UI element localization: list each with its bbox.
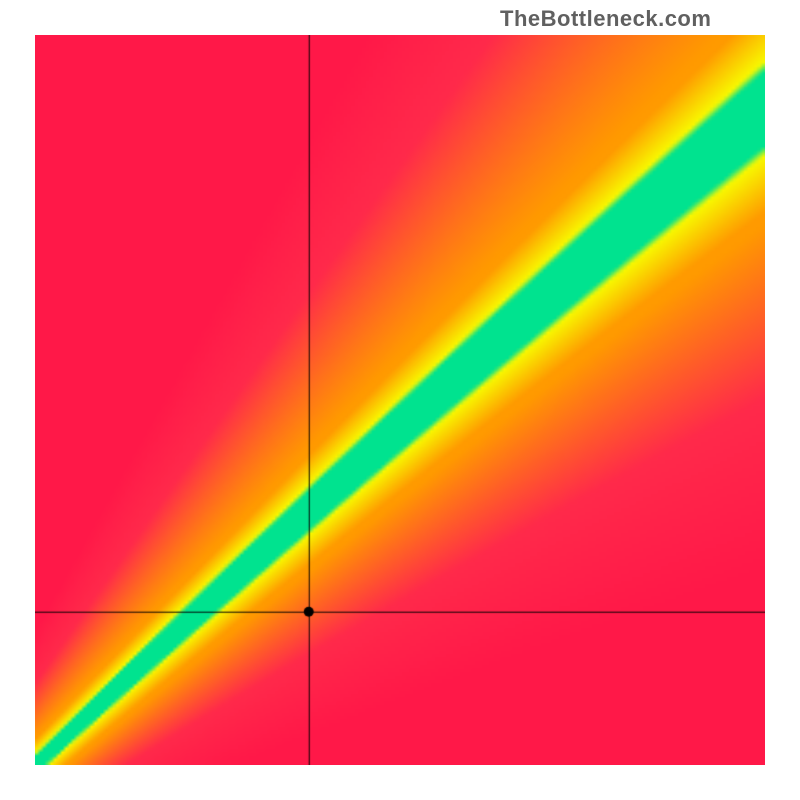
watermark-label: TheBottleneck.com <box>500 6 711 32</box>
heatmap-frame <box>35 35 765 765</box>
crosshair-overlay <box>35 35 765 765</box>
chart-container: TheBottleneck.com <box>0 0 800 800</box>
